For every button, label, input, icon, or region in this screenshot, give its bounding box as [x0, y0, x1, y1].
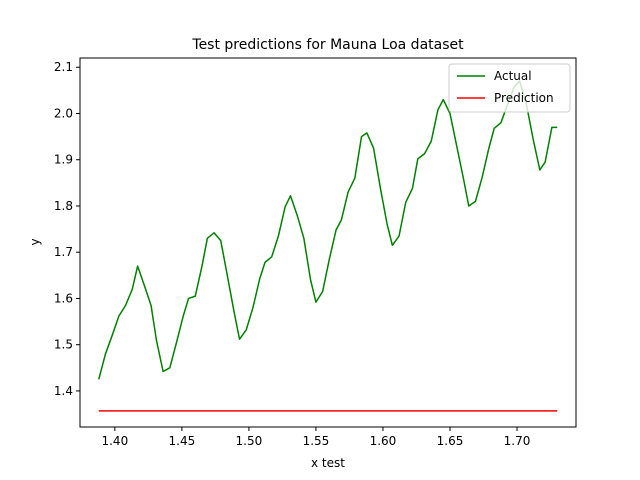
y-tick-label: 2.1 [54, 60, 73, 74]
x-tick-label: 1.55 [303, 434, 330, 448]
y-tick-label: 1.9 [54, 153, 73, 167]
y-tick-label: 1.7 [54, 245, 73, 259]
y-tick-label: 1.6 [54, 291, 73, 305]
y-tick-label: 1.8 [54, 199, 73, 213]
legend: Actual Prediction [448, 63, 571, 113]
series-line-actual [98, 80, 558, 380]
x-tick-label: 1.50 [236, 434, 263, 448]
x-axis: 1.40 1.45 1.50 1.55 1.60 1.65 1.70 [101, 427, 530, 448]
series-layer [98, 80, 558, 412]
x-tick-label: 1.60 [370, 434, 397, 448]
plot-frame [79, 57, 577, 428]
legend-label-actual: Actual [494, 69, 532, 83]
y-tick-label: 2.0 [54, 106, 73, 120]
x-tick-label: 1.70 [504, 434, 531, 448]
y-axis: 1.4 1.5 1.6 1.7 1.8 1.9 2.0 2.1 [54, 60, 80, 398]
y-tick-label: 1.4 [54, 384, 73, 398]
x-axis-title: x test [311, 456, 345, 470]
x-tick-label: 1.65 [437, 434, 464, 448]
legend-label-prediction: Prediction [494, 91, 554, 105]
x-tick-label: 1.40 [101, 434, 128, 448]
chart-title: Test predictions for Mauna Loa dataset [191, 37, 464, 53]
y-axis-title: y [28, 238, 42, 245]
x-tick-label: 1.45 [169, 434, 196, 448]
y-tick-label: 1.5 [54, 338, 73, 352]
